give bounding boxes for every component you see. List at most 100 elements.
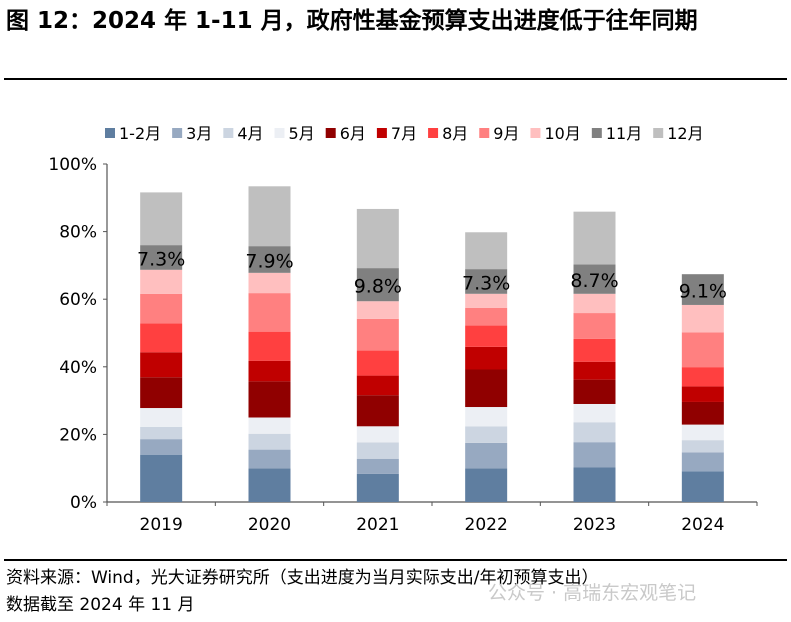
bar-segment [356, 458, 399, 474]
stacked-bar-chart: 0% 20% 40% 60% 80% 100% 2019 7.3% 2020 7.9% 2021 9.… [48, 124, 758, 535]
bar-segment [248, 360, 291, 382]
legend-label: 6月 [340, 124, 366, 143]
bar-segment [681, 332, 724, 368]
bar-segment [573, 403, 616, 423]
bar-segment [140, 245, 183, 270]
note-text: 数据截至 2024 年 11 月 [6, 595, 195, 615]
legend-swatch [172, 128, 183, 138]
bar-segment [681, 386, 724, 402]
legend-swatch [591, 128, 602, 138]
data-label: 7.3% [462, 272, 510, 294]
bar-segment [140, 426, 183, 440]
bar-segment [465, 468, 508, 502]
data-label: 9.8% [354, 276, 402, 298]
x-tick-label: 2023 [573, 515, 616, 535]
data-label: 7.3% [137, 248, 185, 270]
bar-segment [681, 274, 724, 305]
legend-label: 8月 [442, 124, 468, 143]
legend-swatch [274, 128, 285, 138]
bar-segment [140, 408, 183, 427]
y-tick-label: 40% [59, 358, 97, 378]
bar-segment [465, 407, 508, 427]
legend-swatch [325, 128, 336, 138]
bar-segment [248, 468, 291, 502]
title-rule [4, 78, 787, 80]
data-label: 9.1% [679, 281, 727, 303]
bar-segment [681, 401, 724, 425]
bar-segment [248, 186, 291, 247]
y-tick-label: 60% [59, 290, 97, 310]
bar-segment [573, 467, 616, 502]
bar-segment [248, 293, 291, 332]
legend-label: 3月 [186, 124, 212, 143]
bar-segment [573, 361, 616, 380]
bar-segment [140, 323, 183, 353]
x-tick-label: 2022 [465, 515, 508, 535]
legend-swatch [376, 128, 387, 138]
legend-label: 5月 [289, 124, 315, 143]
legend-swatch [479, 128, 490, 138]
legend-label: 10月 [544, 124, 580, 143]
bar-segment [465, 307, 508, 326]
bar-segment [465, 232, 508, 270]
y-tick-label: 0% [70, 493, 97, 513]
x-tick-label: 2019 [140, 515, 183, 535]
bar-segment [465, 426, 508, 443]
bar-segment [573, 442, 616, 468]
chart-title: 图 12：2024 年 1-11 月，政府性基金预算支出进度低于往年同期 [6, 8, 698, 34]
bar-segment [465, 442, 508, 469]
data-label: 8.7% [570, 270, 618, 292]
bar-segment [356, 318, 399, 351]
bar-segment [465, 325, 508, 347]
bar-segment [573, 293, 616, 314]
x-tick-label: 2024 [681, 515, 724, 535]
bar-segment [248, 449, 291, 469]
bar-segment [356, 473, 399, 502]
legend-swatch [653, 128, 664, 138]
legend-label: 7月 [391, 124, 417, 143]
legend-label: 11月 [606, 124, 642, 143]
legend-swatch [428, 128, 439, 138]
bar-segment [248, 417, 291, 434]
bar-segment [248, 433, 291, 450]
bar-segment [140, 352, 183, 378]
bar-segment [573, 379, 616, 404]
bar-segment [573, 313, 616, 339]
bar-segment [140, 269, 183, 294]
watermark: 公众号 · 高瑞东宏观笔记 [488, 582, 697, 604]
bar-segment [465, 293, 508, 308]
y-tick-label: 100% [48, 155, 97, 175]
data-label: 7.9% [245, 250, 293, 272]
bar-segment [573, 422, 616, 443]
bar-segment [356, 426, 399, 443]
x-tick-label: 2021 [356, 515, 399, 535]
source-text: 资料来源：Wind，光大证券研究所（支出进度为当月实际支出/年初预算支出） [6, 568, 599, 588]
bar-segment [573, 264, 616, 294]
bar-segment [681, 304, 724, 333]
bar-segment [140, 192, 183, 246]
bar-segment [140, 293, 183, 324]
bar-segment [356, 375, 399, 396]
legend-label: 1-2月 [119, 124, 161, 143]
legend-label: 4月 [237, 124, 263, 143]
bar-segment [248, 246, 291, 273]
bar-segment [681, 440, 724, 453]
bar-segment [681, 452, 724, 472]
bar-segment [573, 211, 616, 265]
legend-swatch [223, 128, 234, 138]
bar-segment [356, 442, 399, 459]
bar-segment [356, 301, 399, 319]
bar-segment [140, 454, 183, 502]
legend-label: 9月 [493, 124, 519, 143]
bar-segment [573, 338, 616, 362]
footer-rule [4, 559, 787, 561]
bar-segment [356, 350, 399, 376]
bar-segment [140, 377, 183, 409]
bar-segment [465, 346, 508, 370]
bar-segment [681, 367, 724, 387]
bar-segment [356, 395, 399, 427]
bar-segment [681, 424, 724, 441]
bar-segment [248, 331, 291, 361]
legend-swatch [530, 128, 541, 138]
y-tick-label: 80% [59, 223, 97, 243]
